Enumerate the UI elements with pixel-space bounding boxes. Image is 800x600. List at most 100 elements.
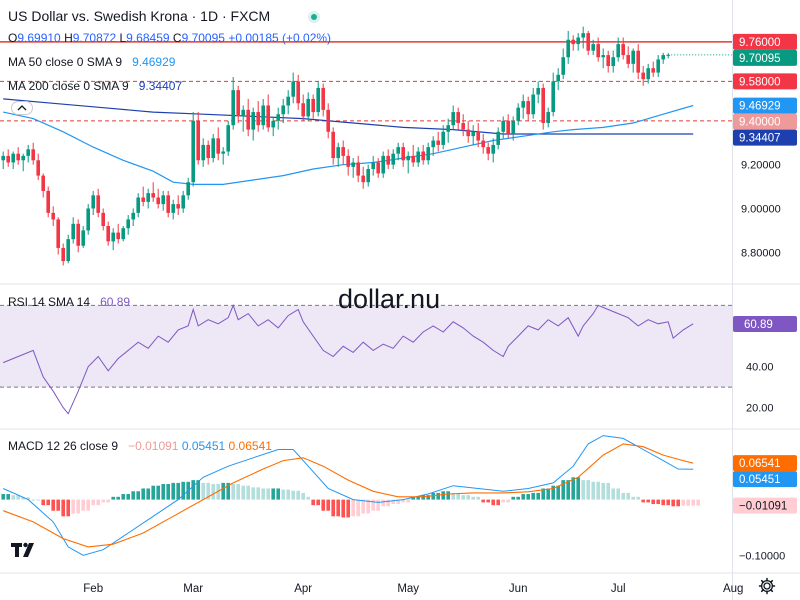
- candle-body: [646, 68, 650, 80]
- open-label: O: [8, 31, 18, 45]
- macd-histogram-bar: [81, 499, 85, 511]
- candle-body: [311, 98, 315, 113]
- macd-histogram-bar: [656, 499, 660, 505]
- candle-body: [126, 219, 130, 229]
- macd-histogram-bar: [326, 499, 330, 511]
- rsi-label: RSI 14 SMA 14: [8, 295, 91, 309]
- macd-histogram-bar: [486, 499, 490, 503]
- macd-histogram-bar: [541, 488, 545, 500]
- macd-histogram-bar: [511, 496, 515, 500]
- low-label: L: [119, 31, 127, 45]
- candle-body: [666, 54, 670, 56]
- symbol-title[interactable]: US Dollar vs. Swedish Krona · 1D · FXCM: [8, 8, 271, 24]
- macd-histogram-bar: [336, 499, 340, 517]
- candle-body: [326, 109, 330, 132]
- tradingview-logo-icon[interactable]: [10, 540, 38, 560]
- macd-histogram-bar: [301, 496, 305, 500]
- settings-gear-icon[interactable]: [758, 577, 776, 595]
- macd-histogram-bar: [181, 481, 185, 500]
- macd-histogram-bar: [551, 485, 555, 500]
- macd-histogram-bar: [76, 499, 80, 514]
- candle-body: [391, 153, 395, 165]
- candle-body: [261, 105, 265, 126]
- candle-body: [521, 101, 525, 108]
- macd-histogram-bar: [1, 494, 5, 500]
- candle-body: [591, 44, 595, 51]
- macd-axis-label: −0.01091: [739, 501, 787, 513]
- macd-histogram-bar: [211, 484, 215, 500]
- candle-body: [81, 230, 85, 246]
- candle-body: [641, 72, 645, 80]
- macd-histogram-bar: [126, 494, 130, 500]
- candle-body: [16, 153, 20, 161]
- macd-histogram-bar: [56, 499, 60, 511]
- candle-body: [561, 57, 565, 75]
- macd-histogram-bar: [421, 495, 425, 500]
- candle-body: [651, 68, 655, 73]
- low-value: 9.68459: [126, 31, 170, 45]
- collapse-legend-icon[interactable]: [11, 101, 33, 115]
- macd-axis-label-bg: [733, 497, 797, 514]
- macd-histogram-bar: [246, 485, 250, 500]
- time-axis-tick-label: Apr: [294, 583, 312, 595]
- candle-body: [461, 123, 465, 130]
- candle-body: [536, 87, 540, 95]
- ma200-value: 9.34407: [138, 79, 183, 93]
- candle-body: [91, 195, 95, 209]
- rsi-line: [3, 303, 694, 415]
- ma200-legend[interactable]: MA 200 close 0 SMA 9 9.34407: [8, 79, 182, 93]
- candle-body: [221, 151, 225, 154]
- macd-histogram-bar: [526, 494, 530, 500]
- macd-histogram-bar: [161, 484, 165, 500]
- price-axis-label: 9.58000: [739, 76, 781, 88]
- candle-body: [256, 112, 260, 126]
- macd-histogram-bar: [171, 482, 175, 500]
- price-axis-tick-label: 8.80000: [741, 247, 781, 259]
- macd-histogram-bar: [391, 499, 395, 505]
- macd-histogram-bar: [151, 485, 155, 500]
- macd-histogram-bar: [261, 488, 265, 500]
- ma50-legend[interactable]: MA 50 close 0 SMA 9 9.46929: [8, 55, 175, 69]
- macd-histogram-bar: [461, 495, 465, 500]
- candle-body: [476, 131, 480, 141]
- candle-body: [611, 57, 615, 67]
- candle-body: [26, 149, 30, 156]
- candle-body: [661, 55, 665, 60]
- candle-body: [21, 155, 25, 161]
- macd-histogram-bar: [176, 482, 180, 500]
- macd-histogram-bar: [96, 499, 100, 506]
- macd-histogram-bar: [296, 492, 300, 500]
- candle-body: [636, 50, 640, 73]
- macd-histogram-bar: [251, 487, 255, 500]
- macd-histogram-bar: [666, 499, 670, 506]
- macd-histogram-bar: [471, 496, 475, 500]
- candle-body: [526, 101, 530, 115]
- candle-body: [466, 129, 470, 137]
- candle-body: [236, 90, 240, 117]
- macd-legend[interactable]: MACD 12 26 close 9 −0.01091 0.05451 0.06…: [8, 439, 272, 453]
- macd-histogram-bar: [71, 499, 75, 514]
- candle-body: [96, 195, 100, 213]
- macd-histogram-bar: [191, 480, 195, 500]
- candle-body: [166, 195, 170, 213]
- macd-histogram-bar: [316, 499, 320, 506]
- candle-body: [416, 151, 420, 163]
- candle-body: [266, 105, 270, 128]
- price-axis-label: 9.46929: [739, 101, 781, 113]
- macd-histogram-bar: [411, 496, 415, 500]
- macd-histogram-bar: [631, 496, 635, 500]
- candle-body: [496, 131, 500, 145]
- candle-body: [486, 147, 490, 154]
- price-axis-label-bg: [733, 73, 797, 90]
- candle-body: [631, 50, 635, 64]
- macd-histogram-bar: [46, 499, 50, 506]
- macd-histogram-bar: [231, 484, 235, 500]
- price-axis-label-bg: [733, 97, 797, 114]
- candle-body: [356, 162, 360, 176]
- macd-histogram-bar: [451, 492, 455, 500]
- rsi-legend[interactable]: RSI 14 SMA 14 60.89: [8, 295, 130, 309]
- candle-body: [51, 212, 55, 220]
- candle-body: [281, 105, 285, 115]
- macd-histogram-bar: [106, 499, 110, 503]
